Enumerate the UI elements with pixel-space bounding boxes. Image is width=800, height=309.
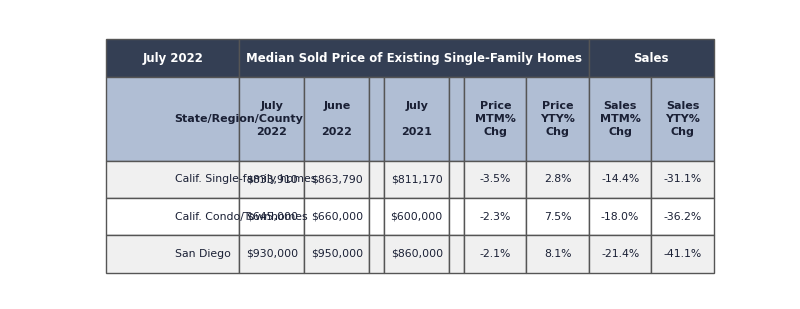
Bar	[304, 161, 370, 198]
Text: -18.0%: -18.0%	[601, 212, 639, 222]
Bar	[651, 161, 714, 198]
Text: Sales
YTY%
Chg: Sales YTY% Chg	[665, 101, 700, 137]
Bar	[239, 161, 304, 198]
Bar	[370, 161, 384, 198]
Text: -3.5%: -3.5%	[479, 174, 511, 184]
Bar	[239, 40, 589, 77]
Bar	[526, 198, 589, 235]
Bar	[589, 77, 651, 161]
Bar	[450, 235, 464, 273]
Text: July

2021: July 2021	[402, 101, 432, 137]
Bar	[384, 235, 450, 273]
Text: $860,000: $860,000	[390, 249, 442, 259]
Bar	[464, 77, 526, 161]
Bar	[651, 235, 714, 273]
Text: Calif. Condo/Townhomes: Calif. Condo/Townhomes	[175, 212, 308, 222]
Bar	[239, 198, 304, 235]
Text: -31.1%: -31.1%	[663, 174, 702, 184]
Text: -36.2%: -36.2%	[663, 212, 702, 222]
Bar	[106, 161, 239, 198]
Bar	[370, 77, 384, 161]
Bar	[589, 40, 714, 77]
Text: -14.4%: -14.4%	[601, 174, 639, 184]
Text: -2.3%: -2.3%	[479, 212, 511, 222]
Bar	[239, 77, 304, 161]
Text: $863,790: $863,790	[311, 174, 362, 184]
Bar	[450, 161, 464, 198]
Text: Price
MTM%
Chg: Price MTM% Chg	[475, 101, 516, 137]
Text: 8.1%: 8.1%	[544, 249, 571, 259]
Bar	[304, 235, 370, 273]
Bar	[384, 161, 450, 198]
Bar	[464, 198, 526, 235]
Bar	[526, 77, 589, 161]
Text: $600,000: $600,000	[390, 212, 443, 222]
Text: Median Sold Price of Existing Single-Family Homes: Median Sold Price of Existing Single-Fam…	[246, 52, 582, 65]
Bar	[106, 40, 239, 77]
Bar	[304, 77, 370, 161]
Text: June

2022: June 2022	[322, 101, 352, 137]
Text: $833,910: $833,910	[246, 174, 298, 184]
Text: Sales
MTM%
Chg: Sales MTM% Chg	[600, 101, 641, 137]
Text: Price
YTY%
Chg: Price YTY% Chg	[540, 101, 575, 137]
Bar	[106, 77, 239, 161]
Text: July 2022: July 2022	[142, 52, 203, 65]
Bar	[370, 198, 384, 235]
Bar	[370, 235, 384, 273]
Bar	[464, 161, 526, 198]
Bar	[651, 77, 714, 161]
Bar	[526, 161, 589, 198]
Bar	[589, 161, 651, 198]
Bar	[450, 198, 464, 235]
Text: $811,170: $811,170	[391, 174, 442, 184]
Bar	[589, 235, 651, 273]
Bar	[464, 235, 526, 273]
Bar	[589, 198, 651, 235]
Text: 2.8%: 2.8%	[544, 174, 571, 184]
Text: San Diego: San Diego	[175, 249, 231, 259]
Text: -2.1%: -2.1%	[479, 249, 511, 259]
Bar	[304, 198, 370, 235]
Text: Sales: Sales	[634, 52, 669, 65]
Text: $660,000: $660,000	[310, 212, 363, 222]
Bar	[106, 235, 239, 273]
Text: 7.5%: 7.5%	[544, 212, 571, 222]
Bar	[651, 198, 714, 235]
Text: -21.4%: -21.4%	[601, 249, 639, 259]
Text: $930,000: $930,000	[246, 249, 298, 259]
Text: $950,000: $950,000	[310, 249, 363, 259]
Bar	[106, 198, 239, 235]
Bar	[384, 198, 450, 235]
Bar	[526, 235, 589, 273]
Bar	[450, 77, 464, 161]
Text: Calif. Single-family homes: Calif. Single-family homes	[175, 174, 317, 184]
Text: -41.1%: -41.1%	[663, 249, 702, 259]
Text: State/Region/County: State/Region/County	[174, 114, 303, 124]
Bar	[384, 77, 450, 161]
Bar	[239, 235, 304, 273]
Text: $645,000: $645,000	[246, 212, 298, 222]
Text: July

2022: July 2022	[256, 101, 287, 137]
